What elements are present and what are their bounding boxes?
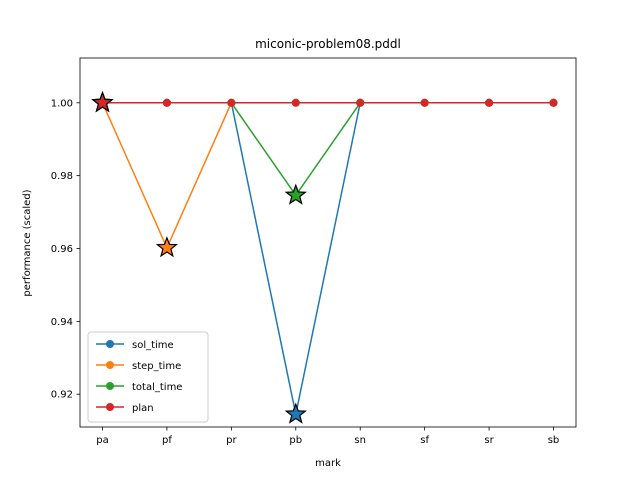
series-plan [91,91,558,113]
x-tick-label-sr: sr [484,435,494,446]
point-plan-pb [291,98,300,107]
point-plan-sn [356,98,365,107]
star-marker-plan-pa [91,91,114,113]
x-tick-label-pr: pr [226,435,237,446]
point-plan-sb [549,98,558,107]
y-axis-title: performance (scaled) [22,189,33,296]
x-tick-label-pb: pb [289,435,302,446]
star-marker-sol_time-pb [284,402,307,424]
legend-marker-total_time [106,382,114,390]
star-marker-step_time-pf [155,236,179,258]
x-tick-label-sb: sb [548,435,560,446]
y-tick-label-1.00: 1.00 [51,98,73,109]
y-tick-label-0.96: 0.96 [51,244,73,255]
point-plan-pr [227,98,236,107]
y-tick-label-0.92: 0.92 [51,390,73,401]
x-axis-title: mark [315,458,341,469]
point-plan-sr [485,98,494,107]
legend-marker-plan [106,403,114,411]
point-plan-pf [162,98,171,107]
x-tick-label-sn: sn [354,435,366,446]
y-tick-label-0.98: 0.98 [51,171,73,182]
legend-marker-step_time [106,361,114,369]
legend-label-plan: plan [132,403,154,414]
chart-title: miconic-problem08.pddl [255,37,401,51]
legend-label-step_time: step_time [132,361,181,372]
legend-label-sol_time: sol_time [132,340,174,351]
legend-label-total_time: total_time [132,382,182,393]
plot-area: pa pf pr pb sn sf sr sb 0.92 0.94 0.96 0.98 1.00 [51,57,577,446]
x-tick-label-pa: pa [96,435,108,446]
star-marker-total_time-pb [284,183,307,205]
y-tick-label-0.94: 0.94 [51,317,73,328]
x-tick-label-sf: sf [420,435,429,446]
axes-frame [79,57,577,428]
point-plan-sf [420,98,429,107]
legend-marker-sol_time [106,340,114,348]
legend-box [87,331,209,423]
x-tick-label-pf: pf [162,435,172,446]
